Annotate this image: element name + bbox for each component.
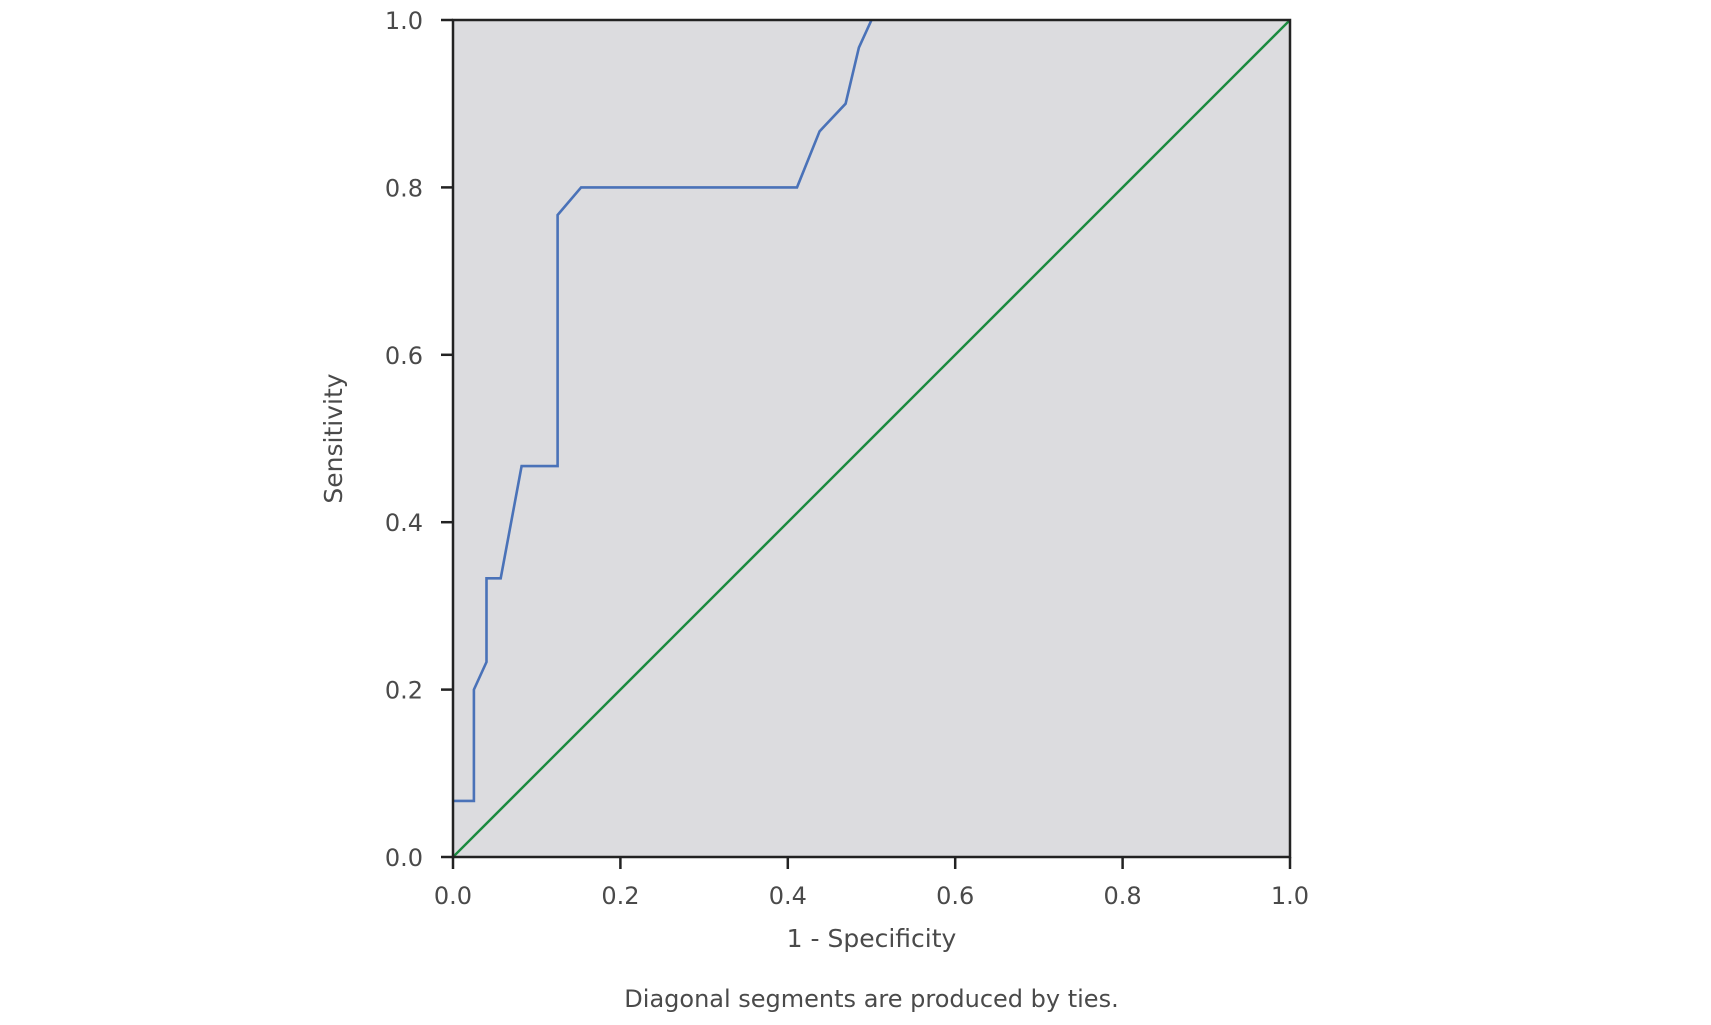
plot-frame xyxy=(451,18,1292,859)
x-tick-label: 0.8 xyxy=(1104,882,1142,910)
y-tick-label: 0.2 xyxy=(385,677,423,705)
roc-curve xyxy=(453,19,873,803)
x-tick-label: 0.4 xyxy=(769,882,807,910)
y-tick-label: 0.6 xyxy=(385,342,423,370)
series-layer xyxy=(452,19,1291,858)
y-axis-title: Sensitivity xyxy=(319,373,348,503)
x-tick-label: 1.0 xyxy=(1271,882,1309,910)
x-tick-label: 0.2 xyxy=(601,882,639,910)
plot-border xyxy=(451,18,1292,859)
x-axis-title: 1 - Specificity xyxy=(787,924,957,953)
footnote: Diagonal segments are produced by ties. xyxy=(624,985,1118,1013)
y-tick-label: 0.4 xyxy=(385,509,423,537)
y-tick-label: 1.0 xyxy=(385,7,423,35)
y-tick-label: 0.0 xyxy=(385,844,423,872)
reference-line xyxy=(452,19,1291,858)
y-tick-label: 0.8 xyxy=(385,174,423,202)
x-tick-label: 0.0 xyxy=(434,882,472,910)
x-tick-label: 0.6 xyxy=(936,882,974,910)
y-axis-ticks: 0.0 0.2 0.4 0.6 0.8 1.0 xyxy=(385,7,453,872)
x-axis-ticks: 0.0 0.2 0.4 0.6 0.8 1.0 xyxy=(434,857,1309,910)
